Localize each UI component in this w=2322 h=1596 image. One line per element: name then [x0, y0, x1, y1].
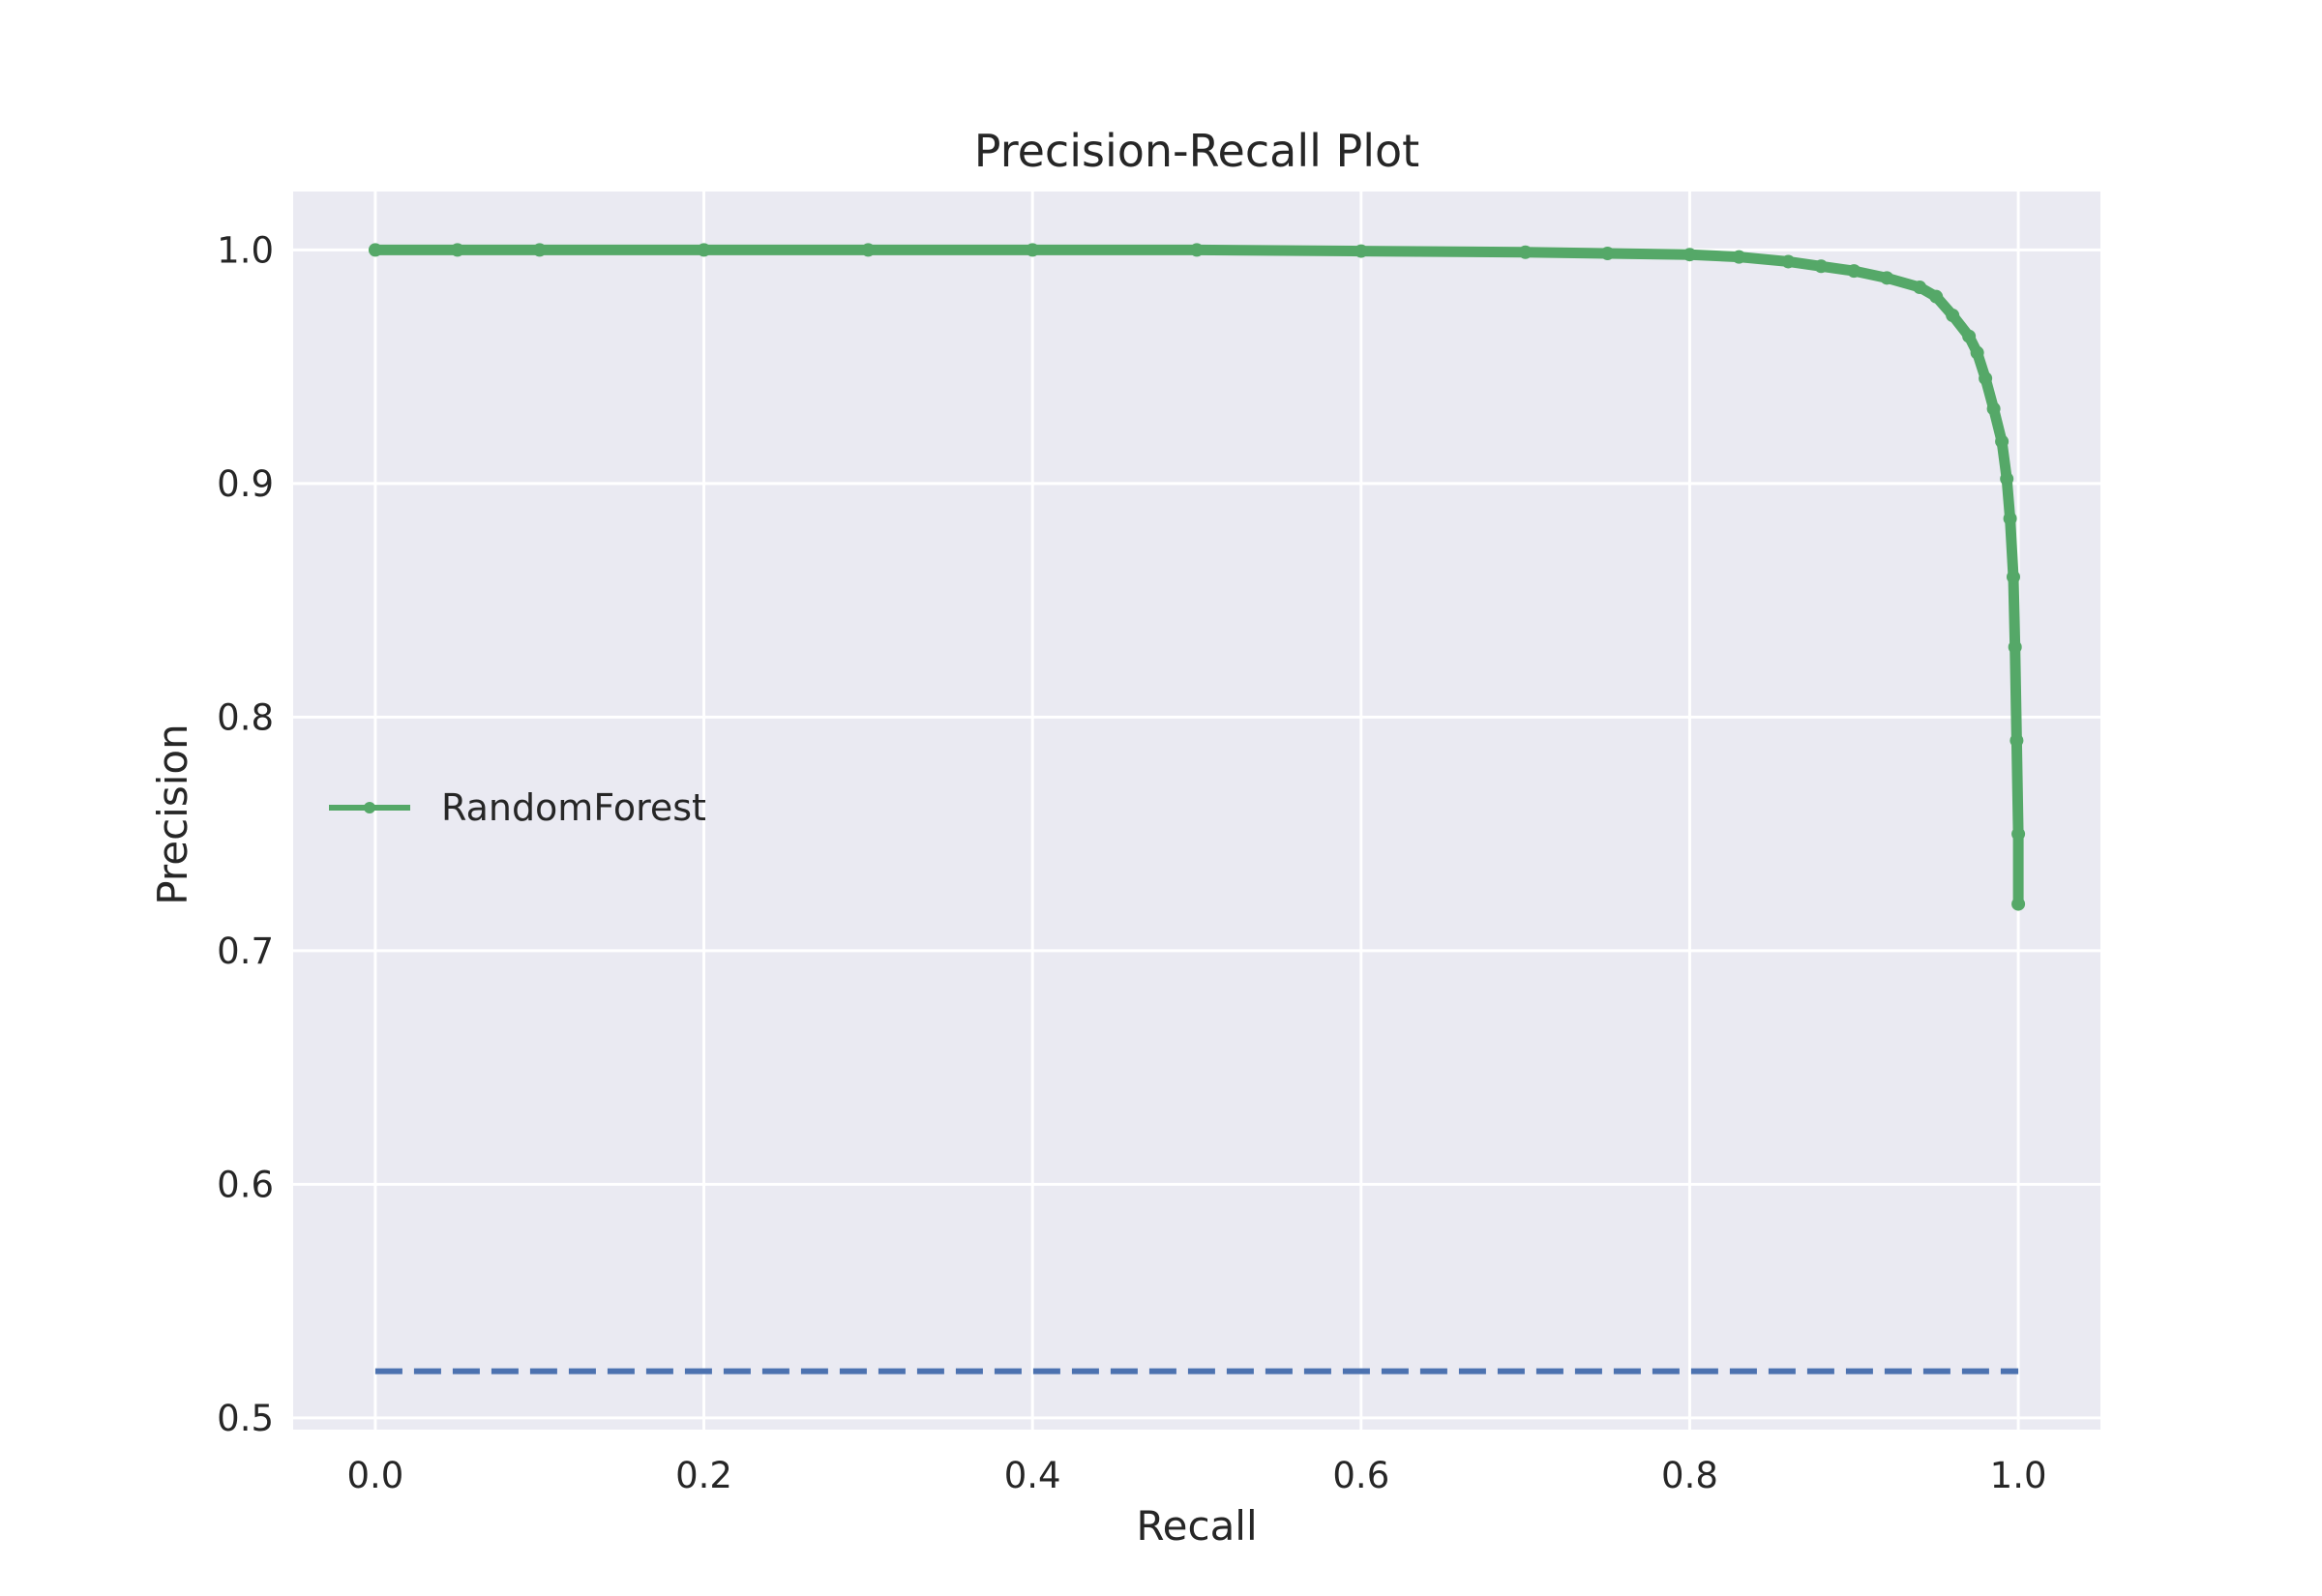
randomforest-point — [1946, 309, 1960, 322]
randomforest-point — [861, 243, 876, 257]
randomforest-point — [1970, 345, 1984, 360]
x-tick-label: 0.8 — [1661, 1455, 1718, 1496]
randomforest-point — [1026, 243, 1040, 257]
x-axis-title: Recall — [1136, 1502, 1257, 1550]
legend: RandomForest — [329, 786, 706, 829]
randomforest-point — [2003, 512, 2017, 526]
series-layer — [368, 243, 2026, 1374]
legend-marker-randomforest — [364, 802, 375, 813]
tick-labels: 0.0 0.2 0.4 0.6 0.8 1.0 0.5 0.6 0.7 0.8 0.9 1.0 — [217, 229, 2046, 1496]
randomforest-point — [1732, 250, 1746, 264]
y-tick-label: 0.5 — [217, 1398, 274, 1439]
x-tick-label: 0.6 — [1332, 1455, 1389, 1496]
randomforest-point — [2011, 827, 2026, 842]
randomforest-point — [2008, 639, 2022, 654]
randomforest-point — [2006, 570, 2020, 584]
randomforest-point — [2011, 897, 2026, 911]
randomforest-point — [1929, 289, 1944, 304]
x-tick-label: 0.4 — [1004, 1455, 1061, 1496]
randomforest-point — [1190, 243, 1204, 257]
randomforest-point — [2000, 472, 2014, 487]
randomforest-point — [697, 243, 711, 257]
randomforest-point — [1913, 281, 1927, 295]
x-tick-label: 0.0 — [346, 1455, 403, 1496]
y-tick-label: 1.0 — [217, 229, 274, 271]
randomforest-point — [1781, 254, 1796, 269]
plot-background — [293, 192, 2100, 1430]
randomforest-point — [1986, 401, 2001, 416]
y-axis-title: Precision — [149, 724, 196, 904]
randomforest-point — [1979, 371, 1993, 386]
y-tick-label: 0.7 — [217, 931, 274, 972]
randomforest-point — [1354, 244, 1368, 258]
randomforest-point — [1600, 247, 1615, 260]
y-tick-label: 0.6 — [217, 1164, 274, 1205]
randomforest-point — [1814, 259, 1829, 274]
randomforest-point — [368, 243, 382, 257]
randomforest-point — [1962, 329, 1977, 343]
grid-lines — [293, 192, 2100, 1430]
chart-title: Precision-Recall Plot — [974, 125, 1419, 177]
randomforest-point — [1682, 248, 1697, 262]
x-tick-label: 0.2 — [675, 1455, 732, 1496]
randomforest-point — [2009, 733, 2024, 748]
randomforest-point — [1518, 245, 1533, 259]
randomforest-point — [450, 243, 464, 257]
randomforest-point — [532, 243, 547, 257]
randomforest-point — [1880, 271, 1894, 285]
randomforest-point — [1847, 264, 1861, 279]
y-tick-label: 0.9 — [217, 463, 274, 505]
randomforest-point — [1995, 434, 2009, 449]
y-tick-label: 0.8 — [217, 696, 274, 738]
x-tick-label: 1.0 — [1990, 1455, 2047, 1496]
legend-label-randomforest: RandomForest — [441, 786, 706, 829]
